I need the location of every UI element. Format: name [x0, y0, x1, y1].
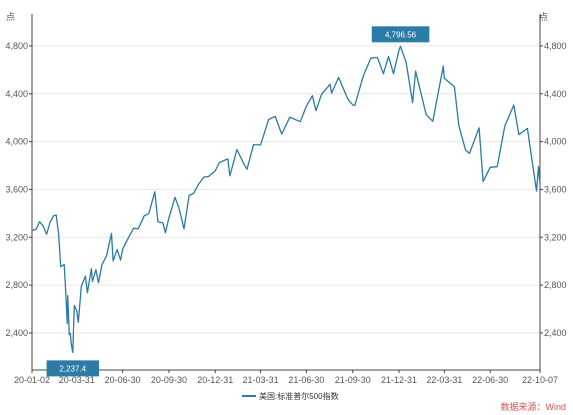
x-tick-label: 22-03-31 [426, 375, 462, 385]
callout-box [46, 360, 99, 377]
x-tick-label: 20-03-31 [59, 375, 95, 385]
x-tick-label: 20-12-31 [197, 375, 233, 385]
y-tick-label-left: 4,400 [5, 89, 28, 99]
legend-label: 美国:标准普尔500指数 [259, 391, 339, 401]
callout-label: 4,796.56 [385, 30, 417, 39]
x-tick-label: 21-03-31 [243, 375, 279, 385]
y-axis-unit-left: 点 [6, 12, 15, 22]
y-tick-label-right: 3,600 [544, 184, 567, 194]
source-note: 数据来源：Wind [500, 401, 566, 412]
y-tick-label-left: 3,600 [5, 184, 28, 194]
y-tick-label-right: 4,400 [544, 89, 567, 99]
x-tick-label: 21-12-31 [381, 375, 417, 385]
y-tick-label-left: 2,800 [5, 280, 28, 290]
y-tick-label-left: 3,200 [5, 232, 28, 242]
annotation-callouts: 2,237.4 4,796.56 [46, 26, 430, 377]
y-tick-label-right: 3,200 [544, 232, 567, 242]
series-line [31, 45, 541, 354]
legend: 美国:标准普尔500指数 [242, 391, 339, 401]
x-tick-label: 20-06-30 [105, 375, 141, 385]
gridlines [32, 45, 540, 334]
y-tick-label-right: 2,800 [544, 280, 567, 290]
y-tick-label-left: 4,800 [5, 41, 28, 51]
series-group [31, 45, 541, 354]
x-tick-label: 20-09-30 [151, 375, 187, 385]
axes [29, 14, 543, 373]
y-tick-label-right: 2,400 [544, 328, 567, 338]
callout-box [371, 26, 430, 43]
x-tick-label: 22-10-07 [522, 375, 558, 385]
x-tick-label: 21-09-30 [335, 375, 371, 385]
y-tick-label-left: 4,000 [5, 137, 28, 147]
x-tick-label: 21-06-30 [288, 375, 324, 385]
y-axis-unit-right: 点 [539, 12, 548, 22]
y-tick-label-right: 4,000 [544, 137, 567, 147]
x-tick-label: 22-06-30 [472, 375, 508, 385]
x-tick-label: 20-01-02 [14, 375, 50, 385]
y-tick-labels: 2,400 2,400 2,800 2,800 3,200 3,200 3,600 3,600… [5, 41, 566, 338]
callout-label: 2,237.4 [59, 364, 86, 373]
x-tick-labels: 20-01-02 20-03-31 20-06-30 20-09-30 20-12-31… [14, 375, 558, 385]
y-tick-label-right: 4,800 [544, 41, 567, 51]
y-tick-label-left: 2,400 [5, 328, 28, 338]
